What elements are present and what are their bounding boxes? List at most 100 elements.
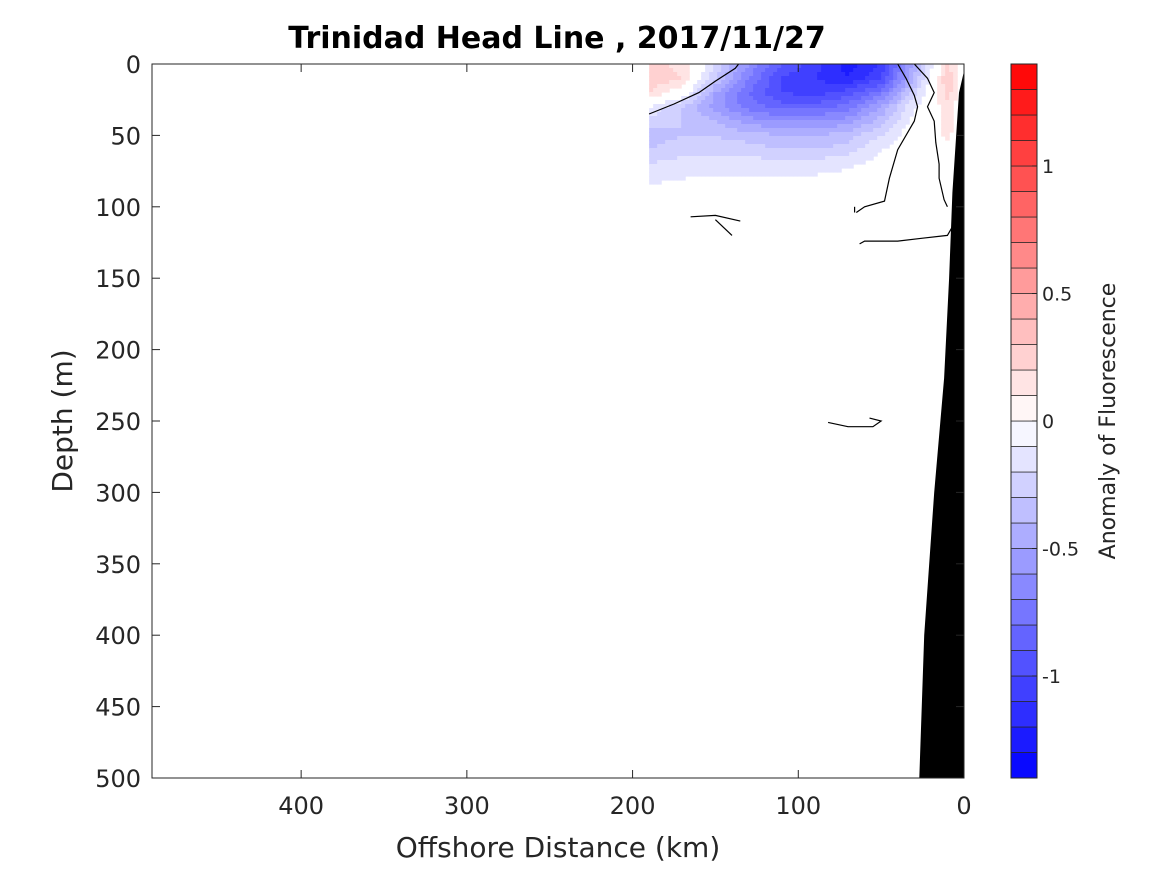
- heatmap-cell: [873, 92, 878, 97]
- heatmap-cell: [789, 152, 794, 157]
- heatmap-cell: [677, 144, 682, 149]
- zero-contour-line: [913, 64, 948, 208]
- heatmap-cell: [809, 104, 814, 109]
- heatmap-cell: [789, 104, 794, 109]
- heatmap-cell: [829, 132, 834, 137]
- heatmap-cell: [765, 148, 770, 153]
- heatmap-cell: [749, 140, 754, 145]
- heatmap-cell: [853, 136, 858, 141]
- heatmap-cell: [705, 144, 710, 149]
- heatmap-cell: [761, 132, 766, 137]
- heatmap-cell: [649, 84, 654, 89]
- heatmap-cell: [861, 72, 866, 77]
- heatmap-cell: [729, 164, 734, 169]
- heatmap-cell: [701, 160, 706, 165]
- heatmap-cell: [705, 64, 710, 69]
- heatmap-cell: [745, 136, 750, 141]
- heatmap-cell: [793, 172, 798, 177]
- heatmap-cell: [649, 76, 654, 81]
- heatmap-cell: [861, 92, 866, 97]
- heatmap-cell: [937, 92, 942, 97]
- heatmap-cell: [717, 80, 722, 85]
- heatmap-cell: [949, 96, 954, 101]
- y-tick-label: 200: [95, 337, 141, 365]
- heatmap-cell: [801, 88, 806, 93]
- heatmap-cell: [701, 164, 706, 169]
- heatmap-cell: [785, 120, 790, 125]
- heatmap-cell: [713, 116, 718, 121]
- heatmap-cell: [897, 132, 902, 137]
- heatmap-cell: [765, 76, 770, 81]
- heatmap-cell: [761, 160, 766, 165]
- heatmap-cell: [757, 116, 762, 121]
- heatmap-cell: [885, 100, 890, 105]
- heatmap-cell: [837, 88, 842, 93]
- heatmap-cell: [821, 100, 826, 105]
- heatmap-cell: [685, 136, 690, 141]
- heatmap-cell: [761, 116, 766, 121]
- heatmap-cell: [661, 72, 666, 77]
- heatmap-cell: [877, 136, 882, 141]
- heatmap-cell: [949, 124, 954, 129]
- heatmap-cell: [733, 68, 738, 73]
- heatmap-cell: [857, 104, 862, 109]
- heatmap-cell: [821, 152, 826, 157]
- heatmap-cell: [713, 72, 718, 77]
- heatmap-cell: [953, 72, 958, 77]
- heatmap-cell: [753, 64, 758, 69]
- heatmap-cell: [717, 120, 722, 125]
- heatmap-cell: [825, 144, 830, 149]
- heatmap-cell: [913, 88, 918, 93]
- heatmap-cell: [797, 88, 802, 93]
- colorbar-band: [1010, 471, 1038, 498]
- heatmap-cell: [757, 164, 762, 169]
- heatmap-cell: [837, 84, 842, 89]
- heatmap-cell: [845, 136, 850, 141]
- heatmap-cell: [741, 160, 746, 165]
- heatmap-cell: [821, 144, 826, 149]
- heatmap-cell: [889, 68, 894, 73]
- heatmap-cell: [897, 100, 902, 105]
- heatmap-cell: [701, 96, 706, 101]
- heatmap-cell: [813, 112, 818, 117]
- heatmap-cell: [797, 104, 802, 109]
- heatmap-cell: [881, 144, 886, 149]
- heatmap-cell: [809, 156, 814, 161]
- heatmap-cell: [653, 72, 658, 77]
- heatmap-cell: [845, 156, 850, 161]
- heatmap-cell: [789, 132, 794, 137]
- heatmap-cell: [753, 124, 758, 129]
- heatmap-cell: [789, 168, 794, 173]
- heatmap-cell: [769, 116, 774, 121]
- heatmap-cell: [657, 72, 662, 77]
- heatmap-cell: [689, 96, 694, 101]
- heatmap-cell: [941, 120, 946, 125]
- heatmap-cell: [653, 144, 658, 149]
- heatmap-cell: [833, 128, 838, 133]
- heatmap-cell: [833, 100, 838, 105]
- heatmap-cell: [701, 124, 706, 129]
- heatmap-cell: [873, 148, 878, 153]
- heatmap-cell: [677, 172, 682, 177]
- heatmap-cell: [697, 128, 702, 133]
- heatmap-cell: [921, 80, 926, 85]
- heatmap-cell: [717, 164, 722, 169]
- heatmap-cell: [849, 68, 854, 73]
- heatmap-cell: [789, 148, 794, 153]
- heatmap-cell: [869, 156, 874, 161]
- heatmap-cell: [657, 76, 662, 81]
- heatmap-cell: [893, 132, 898, 137]
- heatmap-cell: [693, 136, 698, 141]
- heatmap-cell: [797, 72, 802, 77]
- heatmap-cell: [805, 148, 810, 153]
- heatmap-cell: [733, 160, 738, 165]
- heatmap-cell: [825, 96, 830, 101]
- heatmap-cell: [877, 128, 882, 133]
- heatmap-cell: [817, 116, 822, 121]
- heatmap-cell: [833, 168, 838, 173]
- heatmap-cell: [881, 140, 886, 145]
- heatmap-cell: [665, 108, 670, 113]
- heatmap-cell: [777, 156, 782, 161]
- heatmap-cell: [837, 124, 842, 129]
- colorbar: 10.50-0.5-1: [1010, 63, 1079, 779]
